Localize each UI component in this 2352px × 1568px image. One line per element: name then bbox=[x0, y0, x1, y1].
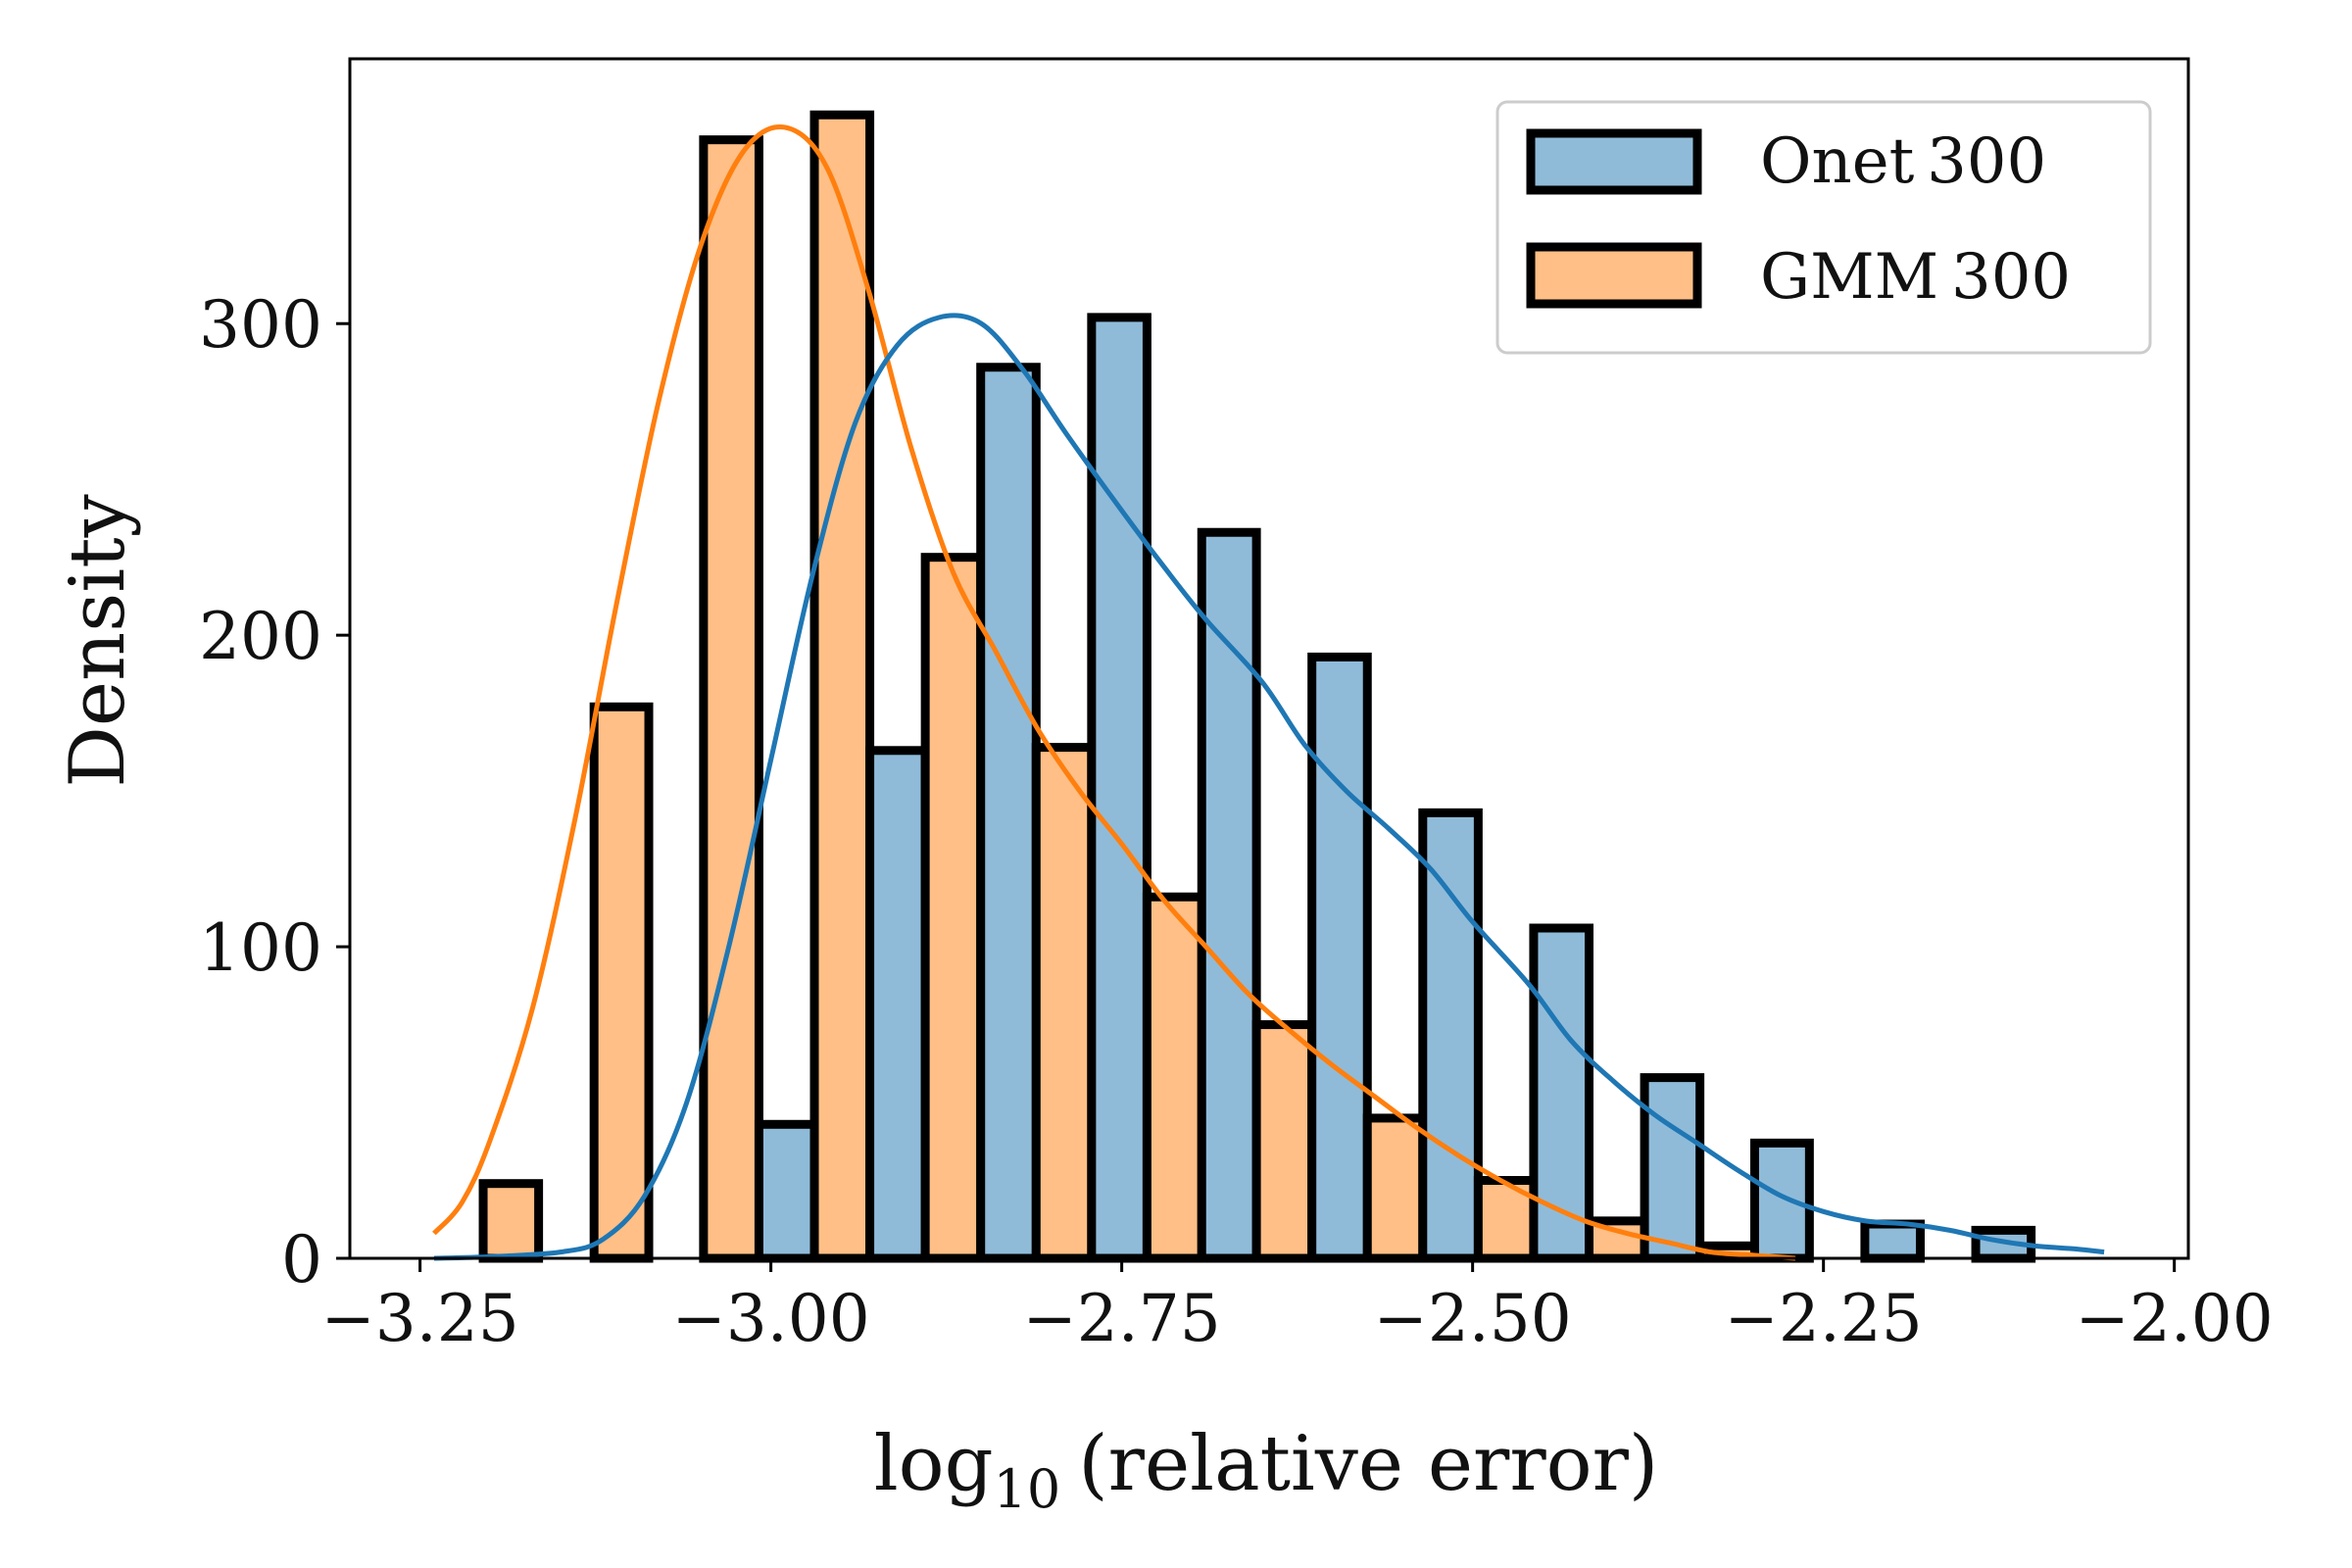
legend: Onet 300 GMM 300 bbox=[1495, 100, 2152, 355]
bar-gmm-300-bin-7 bbox=[1251, 1020, 1317, 1263]
bar-onet-300-bin-4 bbox=[976, 363, 1041, 1263]
x-tick-label-3: −2.50 bbox=[1374, 1281, 1572, 1356]
x-tick-label-5: −2.00 bbox=[2076, 1281, 2274, 1356]
bar-gmm-300-bin-5 bbox=[1031, 743, 1097, 1263]
bar-gmm-300-bin-0 bbox=[478, 1179, 544, 1263]
y-tick-label-3: 300 bbox=[199, 287, 322, 363]
bar-onet-300-bin-5 bbox=[1087, 313, 1152, 1263]
histogram-bars bbox=[478, 110, 2036, 1263]
bar-gmm-300-bin-3 bbox=[809, 110, 875, 1263]
legend-label-gmm: GMM 300 bbox=[1760, 241, 2071, 314]
bar-onet-300-bin-6 bbox=[1197, 527, 1261, 1263]
kde-onet-300 bbox=[433, 313, 2105, 1261]
y-tick-label-2: 200 bbox=[199, 599, 322, 674]
y-axis-ticks: 0 100 200 300 bbox=[199, 287, 350, 1298]
x-tick-label-1: −3.00 bbox=[671, 1281, 869, 1356]
bar-onet-300-bin-2 bbox=[754, 1119, 819, 1263]
bar-onet-300-bin-10 bbox=[1640, 1073, 1705, 1263]
bar-gmm-300-bin-8 bbox=[1362, 1113, 1428, 1263]
bar-gmm-300-bin-1 bbox=[589, 702, 654, 1263]
x-tick-label-2: −2.75 bbox=[1023, 1281, 1221, 1356]
kde-curves bbox=[432, 123, 2105, 1261]
bar-onet-300-bin-7 bbox=[1307, 652, 1372, 1263]
x-axis-label: log10 (relative error) bbox=[874, 1420, 1659, 1520]
bar-onet-300-bin-3 bbox=[865, 746, 930, 1263]
x-tick-label-0: −3.25 bbox=[320, 1281, 518, 1356]
legend-swatch-gmm bbox=[1526, 242, 1702, 309]
x-axis-ticks: −3.25 −3.00 −2.75 −2.50 −2.25 −2.00 bbox=[320, 1258, 2274, 1356]
y-axis-label: Density bbox=[54, 494, 142, 787]
bar-onet-300-bin-8 bbox=[1418, 808, 1483, 1263]
plot-frame bbox=[348, 57, 2190, 1260]
bar-gmm-300-bin-6 bbox=[1142, 892, 1206, 1263]
bar-gmm-300-bin-4 bbox=[920, 553, 986, 1263]
bar-onet-300-bin-12 bbox=[1860, 1219, 1925, 1263]
bar-gmm-300-bin-2 bbox=[699, 135, 763, 1263]
x-tick-label-4: −2.25 bbox=[1725, 1281, 1923, 1356]
y-tick-label-1: 100 bbox=[199, 910, 322, 986]
kde-gmm-300 bbox=[432, 123, 1796, 1261]
legend-label-onet: Onet 300 bbox=[1760, 125, 2046, 198]
legend-swatch-onet bbox=[1526, 128, 1702, 195]
y-tick-label-0: 0 bbox=[281, 1222, 322, 1298]
bar-onet-300-bin-11 bbox=[1749, 1138, 1814, 1263]
